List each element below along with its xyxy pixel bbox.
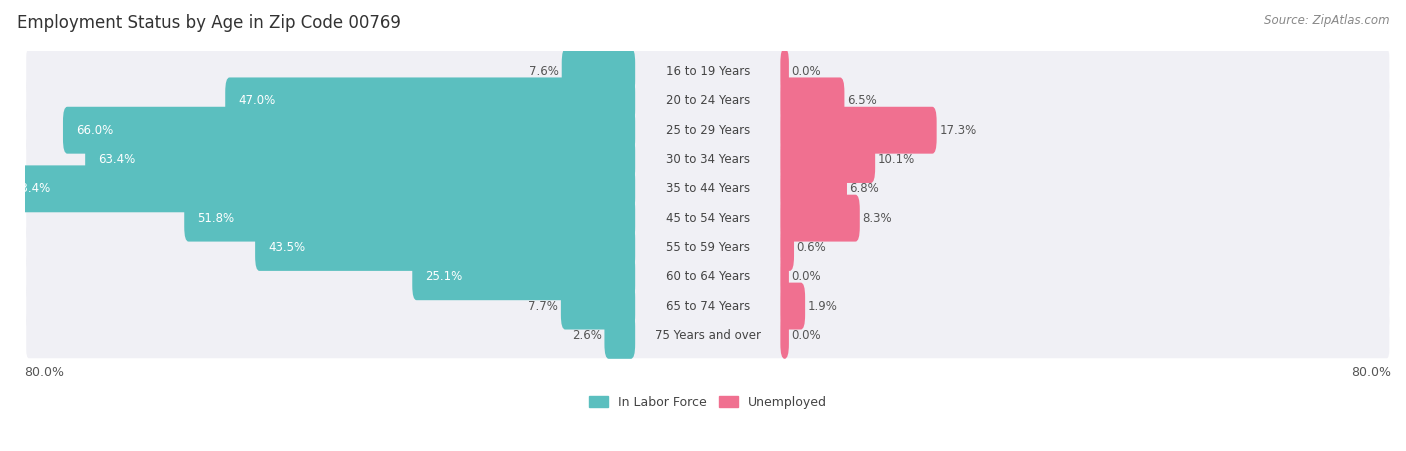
Text: 2.6%: 2.6% (572, 329, 602, 342)
FancyBboxPatch shape (27, 254, 1389, 299)
Text: 6.8%: 6.8% (849, 182, 879, 195)
FancyBboxPatch shape (27, 313, 1389, 358)
FancyBboxPatch shape (780, 166, 846, 212)
FancyBboxPatch shape (27, 166, 1389, 212)
Text: 8.3%: 8.3% (862, 212, 891, 225)
Text: 25.1%: 25.1% (425, 270, 463, 283)
FancyBboxPatch shape (561, 283, 636, 330)
Text: 0.0%: 0.0% (792, 329, 821, 342)
Text: 47.0%: 47.0% (238, 94, 276, 107)
Text: 75 Years and over: 75 Years and over (655, 329, 761, 342)
Text: 7.6%: 7.6% (529, 65, 560, 78)
Text: 60 to 64 Years: 60 to 64 Years (665, 270, 749, 283)
FancyBboxPatch shape (63, 107, 636, 154)
Text: 80.0%: 80.0% (1351, 366, 1391, 379)
Text: 66.0%: 66.0% (76, 124, 112, 137)
FancyBboxPatch shape (605, 312, 636, 359)
Text: 17.3%: 17.3% (939, 124, 976, 137)
FancyBboxPatch shape (780, 107, 936, 154)
FancyBboxPatch shape (27, 283, 1389, 329)
FancyBboxPatch shape (27, 137, 1389, 182)
FancyBboxPatch shape (780, 283, 806, 330)
FancyBboxPatch shape (254, 224, 636, 271)
Text: 7.7%: 7.7% (529, 299, 558, 313)
FancyBboxPatch shape (27, 195, 1389, 241)
FancyBboxPatch shape (184, 195, 636, 242)
Text: 65 to 74 Years: 65 to 74 Years (665, 299, 749, 313)
Text: 43.5%: 43.5% (269, 241, 305, 254)
Text: 45 to 54 Years: 45 to 54 Years (665, 212, 749, 225)
Text: 0.0%: 0.0% (792, 65, 821, 78)
Legend: In Labor Force, Unemployed: In Labor Force, Unemployed (589, 396, 827, 409)
FancyBboxPatch shape (27, 225, 1389, 270)
FancyBboxPatch shape (780, 136, 875, 183)
FancyBboxPatch shape (27, 107, 1389, 153)
Text: 80.0%: 80.0% (24, 366, 65, 379)
FancyBboxPatch shape (225, 78, 636, 124)
FancyBboxPatch shape (86, 136, 636, 183)
FancyBboxPatch shape (0, 166, 636, 212)
Text: 6.5%: 6.5% (846, 94, 877, 107)
Text: 0.6%: 0.6% (797, 241, 827, 254)
FancyBboxPatch shape (27, 49, 1389, 94)
FancyBboxPatch shape (780, 312, 789, 359)
Text: 30 to 34 Years: 30 to 34 Years (666, 153, 749, 166)
Text: 10.1%: 10.1% (877, 153, 915, 166)
FancyBboxPatch shape (780, 224, 794, 271)
Text: 51.8%: 51.8% (197, 212, 235, 225)
Text: 35 to 44 Years: 35 to 44 Years (665, 182, 749, 195)
Text: 73.4%: 73.4% (13, 182, 49, 195)
Text: 0.0%: 0.0% (792, 270, 821, 283)
FancyBboxPatch shape (780, 78, 845, 124)
Text: 20 to 24 Years: 20 to 24 Years (665, 94, 749, 107)
FancyBboxPatch shape (412, 253, 636, 300)
Text: 55 to 59 Years: 55 to 59 Years (666, 241, 749, 254)
Text: Employment Status by Age in Zip Code 00769: Employment Status by Age in Zip Code 007… (17, 14, 401, 32)
FancyBboxPatch shape (780, 195, 860, 242)
Text: 63.4%: 63.4% (98, 153, 135, 166)
FancyBboxPatch shape (780, 48, 789, 95)
Text: Source: ZipAtlas.com: Source: ZipAtlas.com (1264, 14, 1389, 27)
FancyBboxPatch shape (562, 48, 636, 95)
Text: 25 to 29 Years: 25 to 29 Years (665, 124, 749, 137)
Text: 1.9%: 1.9% (807, 299, 838, 313)
FancyBboxPatch shape (780, 253, 789, 300)
Text: 16 to 19 Years: 16 to 19 Years (665, 65, 749, 78)
FancyBboxPatch shape (27, 78, 1389, 124)
